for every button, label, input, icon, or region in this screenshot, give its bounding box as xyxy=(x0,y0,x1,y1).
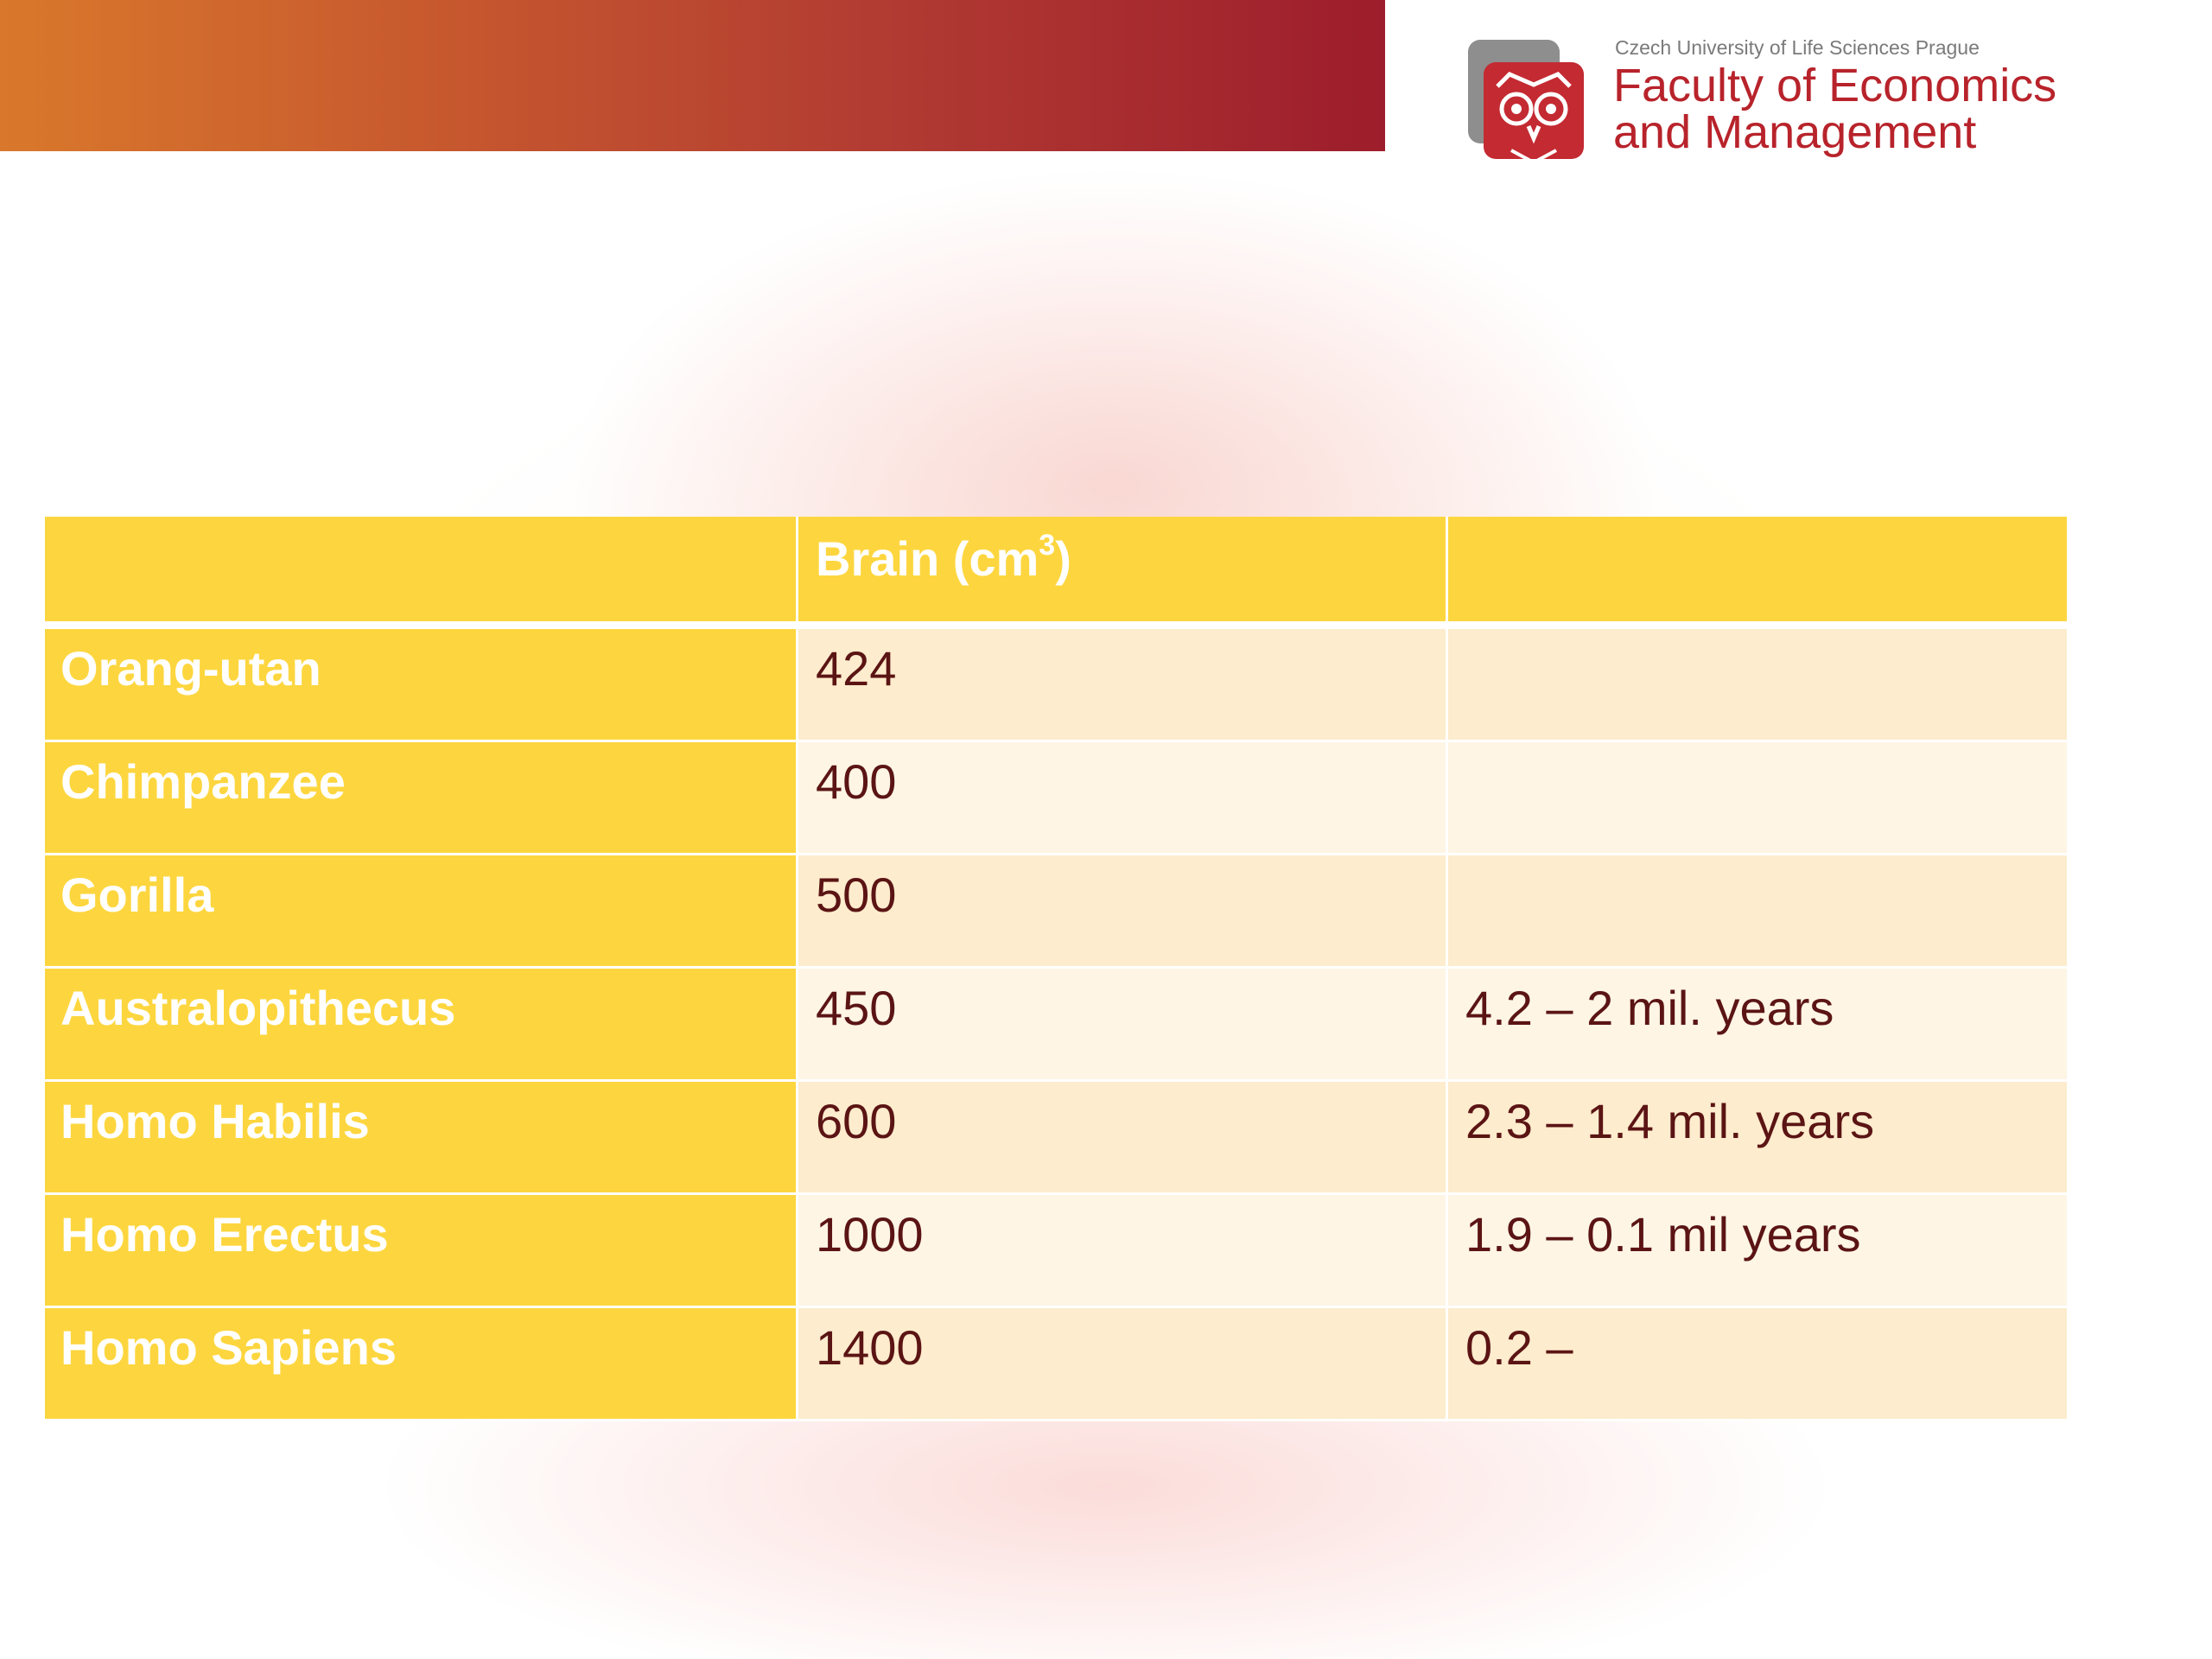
species-cell: Homo Erectus xyxy=(45,1195,798,1308)
brain-value-cell: 400 xyxy=(798,742,1448,855)
university-name: Czech University of Life Sciences Prague xyxy=(1615,36,1980,59)
owl-logo-icon xyxy=(1468,40,1584,165)
header-period-cell xyxy=(1448,517,2067,629)
period-cell: 1.9 – 0.1 mil years xyxy=(1448,1195,2067,1308)
brain-value-cell: 1000 xyxy=(798,1195,1448,1308)
period-cell: 0.2 – xyxy=(1448,1308,2067,1421)
table-row: Chimpanzee 400 xyxy=(45,742,2067,855)
brain-value-cell: 450 xyxy=(798,969,1448,1082)
table-row: Homo Sapiens 1400 0.2 – xyxy=(45,1308,2067,1421)
header-species-cell xyxy=(45,517,798,629)
period-cell xyxy=(1448,629,2067,742)
species-cell: Homo Habilis xyxy=(45,1082,798,1195)
species-cell: Homo Sapiens xyxy=(45,1308,798,1421)
faculty-name-line1: Faculty of Economics xyxy=(1613,60,2057,111)
period-cell xyxy=(1448,742,2067,855)
period-cell xyxy=(1448,855,2067,969)
brain-value-cell: 500 xyxy=(798,855,1448,969)
header-brain-cell: Brain (cm3) xyxy=(798,517,1448,629)
table-row: Gorilla 500 xyxy=(45,855,2067,969)
brain-value-cell: 600 xyxy=(798,1082,1448,1195)
period-cell: 2.3 – 1.4 mil. years xyxy=(1448,1082,2067,1195)
header-color-band xyxy=(0,0,1385,151)
species-cell: Chimpanzee xyxy=(45,742,798,855)
species-cell: Australopithecus xyxy=(45,969,798,1082)
table-row: Homo Habilis 600 2.3 – 1.4 mil. years xyxy=(45,1082,2067,1195)
brain-column-header: Brain (cm3) xyxy=(816,529,1071,586)
period-cell: 4.2 – 2 mil. years xyxy=(1448,969,2067,1082)
species-cell: Orang-utan xyxy=(45,629,798,742)
brain-size-table: Brain (cm3) Orang-utan 424 Chimpanzee 40… xyxy=(45,517,2067,1421)
table-row: Homo Erectus 1000 1.9 – 0.1 mil years xyxy=(45,1195,2067,1308)
brain-value-cell: 424 xyxy=(798,629,1448,742)
table-header-row: Brain (cm3) xyxy=(45,517,2067,629)
species-cell: Gorilla xyxy=(45,855,798,969)
brain-value-cell: 1400 xyxy=(798,1308,1448,1421)
faculty-name-line2: and Management xyxy=(1613,106,1977,158)
table-row: Orang-utan 424 xyxy=(45,629,2067,742)
table-row: Australopithecus 450 4.2 – 2 mil. years xyxy=(45,969,2067,1082)
faculty-logo: Czech University of Life Sciences Prague… xyxy=(1439,17,2182,190)
